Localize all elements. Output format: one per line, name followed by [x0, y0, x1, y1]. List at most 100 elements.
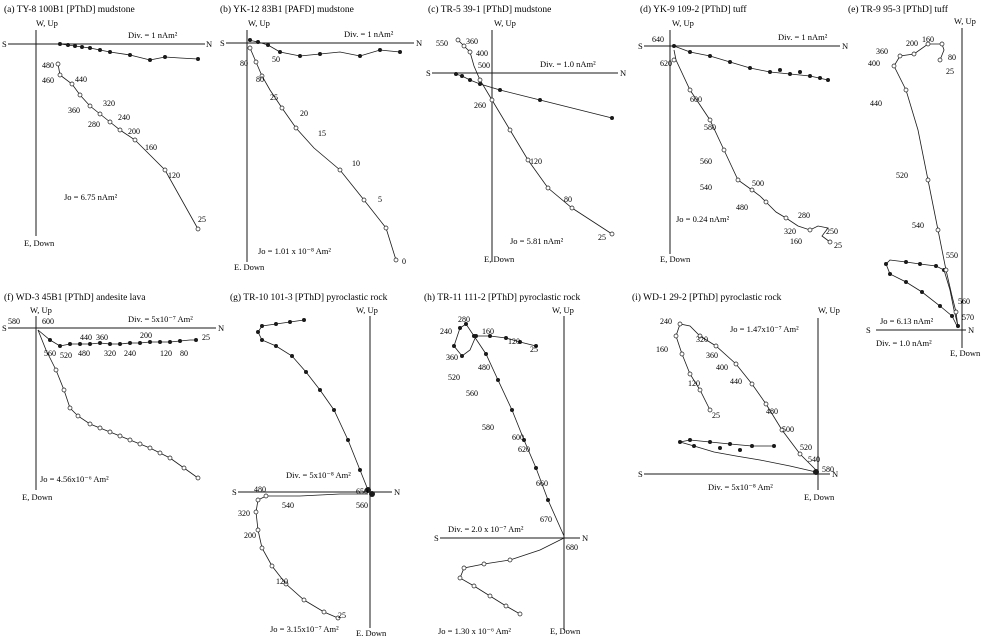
step-label: 360 [446, 353, 458, 362]
step-label: 120 [160, 349, 172, 358]
filled-points [678, 438, 819, 475]
step-label: 260 [474, 101, 486, 110]
east-label: N [620, 68, 626, 78]
down-label: E, Down [22, 492, 53, 502]
panel-title: (b) YK-12 83B1 [PAFD] mudstone [220, 4, 354, 15]
step-label: 120 [168, 171, 180, 180]
down-label: E, Down [804, 492, 835, 502]
open-points [247, 45, 399, 263]
up-label: W, Up [494, 18, 516, 28]
step-label: 25 [834, 241, 842, 250]
west-label: S [638, 41, 643, 51]
step-label: 120 [530, 157, 542, 166]
step-label: 480 [254, 485, 266, 494]
step-label: 280 [798, 211, 810, 220]
step-label: 460 [42, 76, 54, 85]
step-label: 240 [118, 113, 130, 122]
west-label: S [220, 38, 225, 48]
step-labels: 240 160 120 25 320 360 400 440 480 500 5… [656, 317, 834, 474]
step-label: 360 [466, 37, 478, 46]
panel-b: (b) YK-12 83B1 [PAFD] mudstone W, Up S N… [220, 4, 422, 272]
step-label: 620 [518, 445, 530, 454]
step-label: 80 [256, 75, 264, 84]
panel-i: (i) WD-1 29-2 [PThD] pyroclastic rock W,… [632, 292, 840, 502]
open-points [673, 321, 803, 457]
step-labels: 550 360 400 500 260 120 80 25 [436, 37, 606, 242]
step-labels: 480 540 650 560 320 200 120 25 [238, 485, 368, 620]
up-label: W, Up [672, 18, 694, 28]
step-label: 560 [44, 349, 56, 358]
step-label: 580 [482, 423, 494, 432]
open-points [671, 57, 833, 245]
div-label: Div. = 5x10⁻⁸ Am² [286, 470, 351, 480]
step-label: 25 [946, 67, 954, 76]
step-labels: 280 240 160 120 25 360 520 480 560 580 6… [440, 315, 578, 552]
div-label: Div. = 1.0 nAm² [540, 59, 596, 69]
step-label: 320 [238, 509, 250, 518]
jo-label: Jo = 0.24 nAm² [676, 214, 730, 224]
down-label: E, Down [484, 254, 515, 264]
panel-e: (e) TR-9 95-3 [PThD] tuff W, Up S N Div.… [848, 4, 981, 358]
step-label: 10 [352, 159, 360, 168]
step-label: 80 [180, 349, 188, 358]
div-label: Div. = 5x10⁻⁷ Am² [128, 314, 193, 324]
jo-label: Jo = 6.13 nAm² [880, 316, 934, 326]
panel-title: (c) TR-5 39-1 [PThD] mudstone [428, 4, 551, 15]
step-label: 480 [478, 363, 490, 372]
step-label: 540 [912, 221, 924, 230]
step-label: 480 [78, 349, 90, 358]
step-label: 600 [512, 433, 524, 442]
step-label: 620 [660, 59, 672, 68]
open-points [891, 41, 959, 315]
step-label: 550 [946, 251, 958, 260]
step-label: 160 [790, 237, 802, 246]
div-label: Div. = 1 nAm² [128, 30, 178, 40]
step-label: 200 [244, 531, 256, 540]
step-label: 280 [88, 120, 100, 129]
step-label: 160 [482, 327, 494, 336]
jo-label: Jo = 1.30 x 10⁻⁶ Am² [438, 626, 511, 636]
step-label: 320 [784, 227, 796, 236]
step-label: 570 [962, 313, 974, 322]
up-label: W, Up [552, 305, 574, 315]
step-label: 640 [652, 35, 664, 44]
step-label: 5 [378, 195, 382, 204]
step-label: 540 [700, 183, 712, 192]
jo-label: Jo = 5.81 nAm² [510, 236, 564, 246]
step-label: 80 [564, 195, 572, 204]
panel-title: (i) WD-1 29-2 [PThD] pyroclastic rock [632, 292, 782, 303]
step-label: 440 [75, 75, 87, 84]
west-label: S [426, 68, 431, 78]
step-label: 240 [440, 327, 452, 336]
step-label: 250 [826, 227, 838, 236]
step-label: 25 [270, 93, 278, 102]
panel-f: (f) WD-3 45B1 [PThD] andesite lava W, Up… [2, 292, 224, 502]
step-label: 360 [68, 106, 80, 115]
west-label: S [638, 469, 643, 479]
step-label: 50 [272, 55, 280, 64]
panel-title: (f) WD-3 45B1 [PThD] andesite lava [4, 292, 146, 303]
filled-points [672, 44, 830, 82]
panel-d: (d) YK-9 109-2 [PThD] tuff W, Up S N Div… [638, 4, 848, 264]
up-label: W, Up [30, 305, 52, 315]
step-labels: 80 50 80 25 20 15 10 5 0 [240, 55, 406, 266]
step-label: 600 [690, 95, 702, 104]
west-label: S [434, 533, 439, 543]
step-label: 25 [198, 215, 206, 224]
step-labels: 360 400 200 160 80 25 440 520 540 550 56… [868, 35, 974, 322]
west-label: S [2, 39, 7, 49]
down-label: E, Down [550, 626, 581, 636]
step-label: 240 [660, 317, 672, 326]
step-label: 320 [696, 335, 708, 344]
step-label: 0 [402, 257, 406, 266]
up-label: W, Up [356, 305, 378, 315]
step-label: 480 [736, 203, 748, 212]
step-labels: 580 600 440 360 200 25 560 520 480 320 2… [8, 317, 210, 360]
step-label: 200 [140, 331, 152, 340]
down-label: E. Down [234, 262, 265, 272]
step-label: 120 [688, 379, 700, 388]
down-label: E, Down [660, 254, 691, 264]
step-label: 500 [752, 179, 764, 188]
step-label: 400 [868, 59, 880, 68]
